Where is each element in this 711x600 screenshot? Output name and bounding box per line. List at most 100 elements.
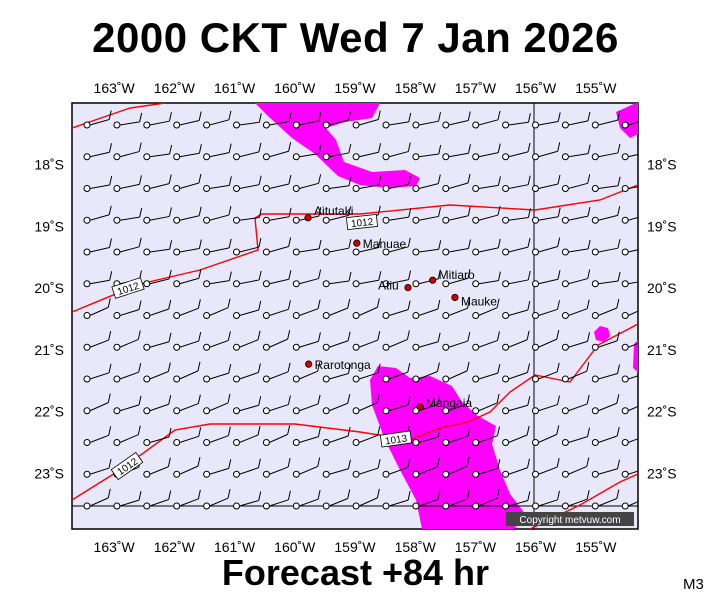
wind-barb [233, 113, 262, 129]
rain-area-northeast [616, 103, 638, 138]
wind-barb [382, 395, 411, 415]
wind-barb [412, 207, 442, 224]
wind-barb [203, 298, 231, 319]
wind-barb [591, 111, 621, 129]
wind-barb [532, 207, 561, 224]
latitude-label: 23˚S [34, 465, 64, 481]
wind-barb [412, 362, 440, 383]
wind-barb [442, 239, 471, 256]
wind-barb [621, 470, 638, 478]
isobar-line [72, 103, 166, 129]
wind-barb [352, 330, 381, 351]
latitude-label: 23˚S [647, 465, 677, 481]
svg-text:1012: 1012 [351, 217, 375, 230]
longitude-label: 156˚W [515, 539, 557, 555]
longitude-label: 159˚W [334, 80, 376, 96]
wind-barb [382, 112, 412, 129]
wind-barb [502, 208, 531, 224]
wind-barb [561, 299, 590, 319]
wind-barb [591, 426, 620, 446]
wind-barb [292, 299, 321, 319]
wind-barb [143, 332, 172, 351]
latitude-label: 22˚S [647, 404, 677, 420]
wind-barb [233, 491, 262, 510]
wind-barb [143, 269, 172, 288]
place-marker: Atiu [378, 279, 412, 293]
wind-barb [621, 248, 638, 256]
wind-barb [352, 110, 381, 129]
wind-barb [591, 143, 621, 161]
isobar-label: 1013 [379, 430, 413, 448]
rain-area-south [370, 366, 526, 529]
wind-barb [502, 238, 531, 256]
wind-barb [502, 142, 531, 161]
wind-barb [262, 362, 291, 383]
wind-barb [143, 490, 172, 510]
wind-barb [292, 206, 322, 224]
wind-barb [442, 173, 471, 192]
wind-barb [173, 111, 202, 129]
place-label: Mauke [461, 294, 497, 308]
wind-barb [292, 362, 321, 383]
wind-barb [591, 364, 621, 383]
wind-barb [382, 237, 411, 256]
wind-barb [233, 175, 262, 192]
wind-barb [412, 240, 442, 256]
wind-barb [442, 111, 471, 129]
wind-barb [472, 489, 500, 510]
wind-barb [352, 238, 382, 256]
wind-barb [113, 237, 142, 256]
island-dot [353, 239, 361, 247]
wind-barb [262, 457, 291, 478]
latitude-label: 20˚S [34, 280, 64, 296]
wind-barb [502, 363, 530, 383]
wind-barb [532, 112, 561, 129]
model-code: M3 [683, 576, 704, 593]
wind-barb [83, 298, 111, 319]
longitude-labels-top: 163˚W 162˚W 161˚W 160˚W 159˚W 158˚W 157˚W 156˚W… [94, 80, 618, 96]
longitude-label: 157˚W [455, 539, 497, 555]
wind-barb [621, 216, 638, 224]
wind-barb [322, 111, 352, 129]
wind-barb [532, 330, 560, 351]
wind-barb [412, 427, 441, 446]
wind-barb [502, 425, 530, 446]
wind-barb [113, 142, 142, 161]
wind-barb [352, 488, 380, 510]
wind-barb [591, 394, 620, 415]
place-label: Mangaia [426, 396, 472, 410]
wind-barb [472, 331, 500, 351]
wind-barb [233, 458, 261, 478]
wind-barb [382, 208, 412, 224]
copyright-box [506, 512, 634, 526]
wind-barb [591, 206, 621, 224]
wind-barb [561, 206, 591, 224]
wind-barb [412, 174, 441, 192]
wind-barb [472, 459, 501, 478]
wind-barb [233, 396, 262, 415]
wind-barb [203, 489, 231, 510]
wind-barb [472, 110, 501, 129]
longitude-label: 155˚W [575, 539, 617, 555]
wind-barb [203, 364, 232, 383]
wind-barb [143, 362, 171, 383]
place-marker: Manuae [353, 237, 407, 251]
wind-barb [233, 238, 262, 256]
longitude-label: 158˚W [395, 539, 437, 555]
wind-barb [532, 457, 560, 478]
place-label: Atiu [378, 279, 399, 293]
wind-barb [442, 427, 471, 446]
wind-barb [621, 185, 638, 192]
longitude-label: 155˚W [575, 80, 617, 96]
wind-barb [173, 427, 202, 446]
longitude-label: 158˚W [395, 80, 437, 96]
wind-barb [173, 144, 202, 161]
wind-barb [113, 330, 141, 351]
wind-barb [352, 175, 382, 192]
wind-barb [382, 491, 411, 510]
place-label: Manuae [363, 237, 407, 251]
wind-barb [621, 280, 638, 288]
longitude-label: 163˚W [94, 80, 136, 96]
wind-barb [502, 175, 531, 192]
wind-barb [233, 363, 261, 383]
